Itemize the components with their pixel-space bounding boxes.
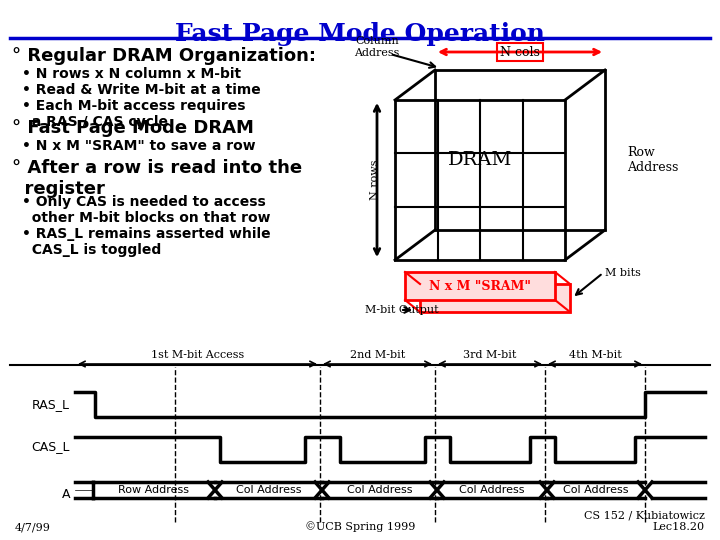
Text: Column
Address: Column Address: [354, 36, 400, 58]
Text: • Only CAS is needed to access
  other M-bit blocks on that row: • Only CAS is needed to access other M-b…: [22, 195, 271, 225]
Text: 4/7/99: 4/7/99: [15, 522, 51, 532]
Text: • N rows x N column x M-bit: • N rows x N column x M-bit: [22, 67, 241, 81]
Text: • RAS_L remains asserted while
  CAS_L is toggled: • RAS_L remains asserted while CAS_L is …: [22, 227, 271, 257]
Text: Fast Page Mode Operation: Fast Page Mode Operation: [175, 22, 545, 46]
Text: ° Regular DRAM Organization:: ° Regular DRAM Organization:: [12, 47, 316, 65]
Text: N rows: N rows: [370, 160, 380, 200]
Text: 3rd M-bit: 3rd M-bit: [463, 350, 517, 360]
Bar: [395, 100, 565, 260]
Text: A: A: [61, 489, 70, 502]
Text: N x M "SRAM": N x M "SRAM": [429, 280, 531, 293]
FancyBboxPatch shape: [497, 43, 543, 61]
Text: Row
Address: Row Address: [627, 146, 678, 174]
Text: CAS_L: CAS_L: [32, 441, 70, 454]
Text: • Each M-bit access requires
  a RAS / CAS cycle: • Each M-bit access requires a RAS / CAS…: [22, 99, 246, 129]
Text: • Read & Write M-bit at a time: • Read & Write M-bit at a time: [22, 83, 261, 97]
Text: M bits: M bits: [605, 268, 641, 278]
Text: 4th M-bit: 4th M-bit: [569, 350, 621, 360]
Text: CS 152 / Kubiatowicz
Lec18.20: CS 152 / Kubiatowicz Lec18.20: [584, 510, 705, 532]
Text: • N x M "SRAM" to save a row: • N x M "SRAM" to save a row: [22, 139, 256, 153]
FancyBboxPatch shape: [420, 284, 570, 312]
Text: ° After a row is read into the
  register: ° After a row is read into the register: [12, 159, 302, 198]
Text: DRAM: DRAM: [448, 151, 512, 169]
Text: RAS_L: RAS_L: [32, 399, 70, 411]
Text: ° Fast Page Mode DRAM: ° Fast Page Mode DRAM: [12, 119, 254, 137]
Text: Col Address: Col Address: [563, 485, 629, 495]
Text: 2nd M-bit: 2nd M-bit: [350, 350, 405, 360]
Text: M-bit Output: M-bit Output: [365, 305, 438, 315]
Text: N cols: N cols: [500, 45, 540, 58]
FancyBboxPatch shape: [405, 272, 555, 300]
Text: Col Address: Col Address: [347, 485, 413, 495]
Text: Row Address: Row Address: [119, 485, 189, 495]
Text: ©UCB Spring 1999: ©UCB Spring 1999: [305, 521, 415, 532]
Text: 1st M-bit Access: 1st M-bit Access: [151, 350, 244, 360]
Text: Col Address: Col Address: [235, 485, 301, 495]
Text: Col Address: Col Address: [459, 485, 525, 495]
Bar: [435, 70, 605, 230]
